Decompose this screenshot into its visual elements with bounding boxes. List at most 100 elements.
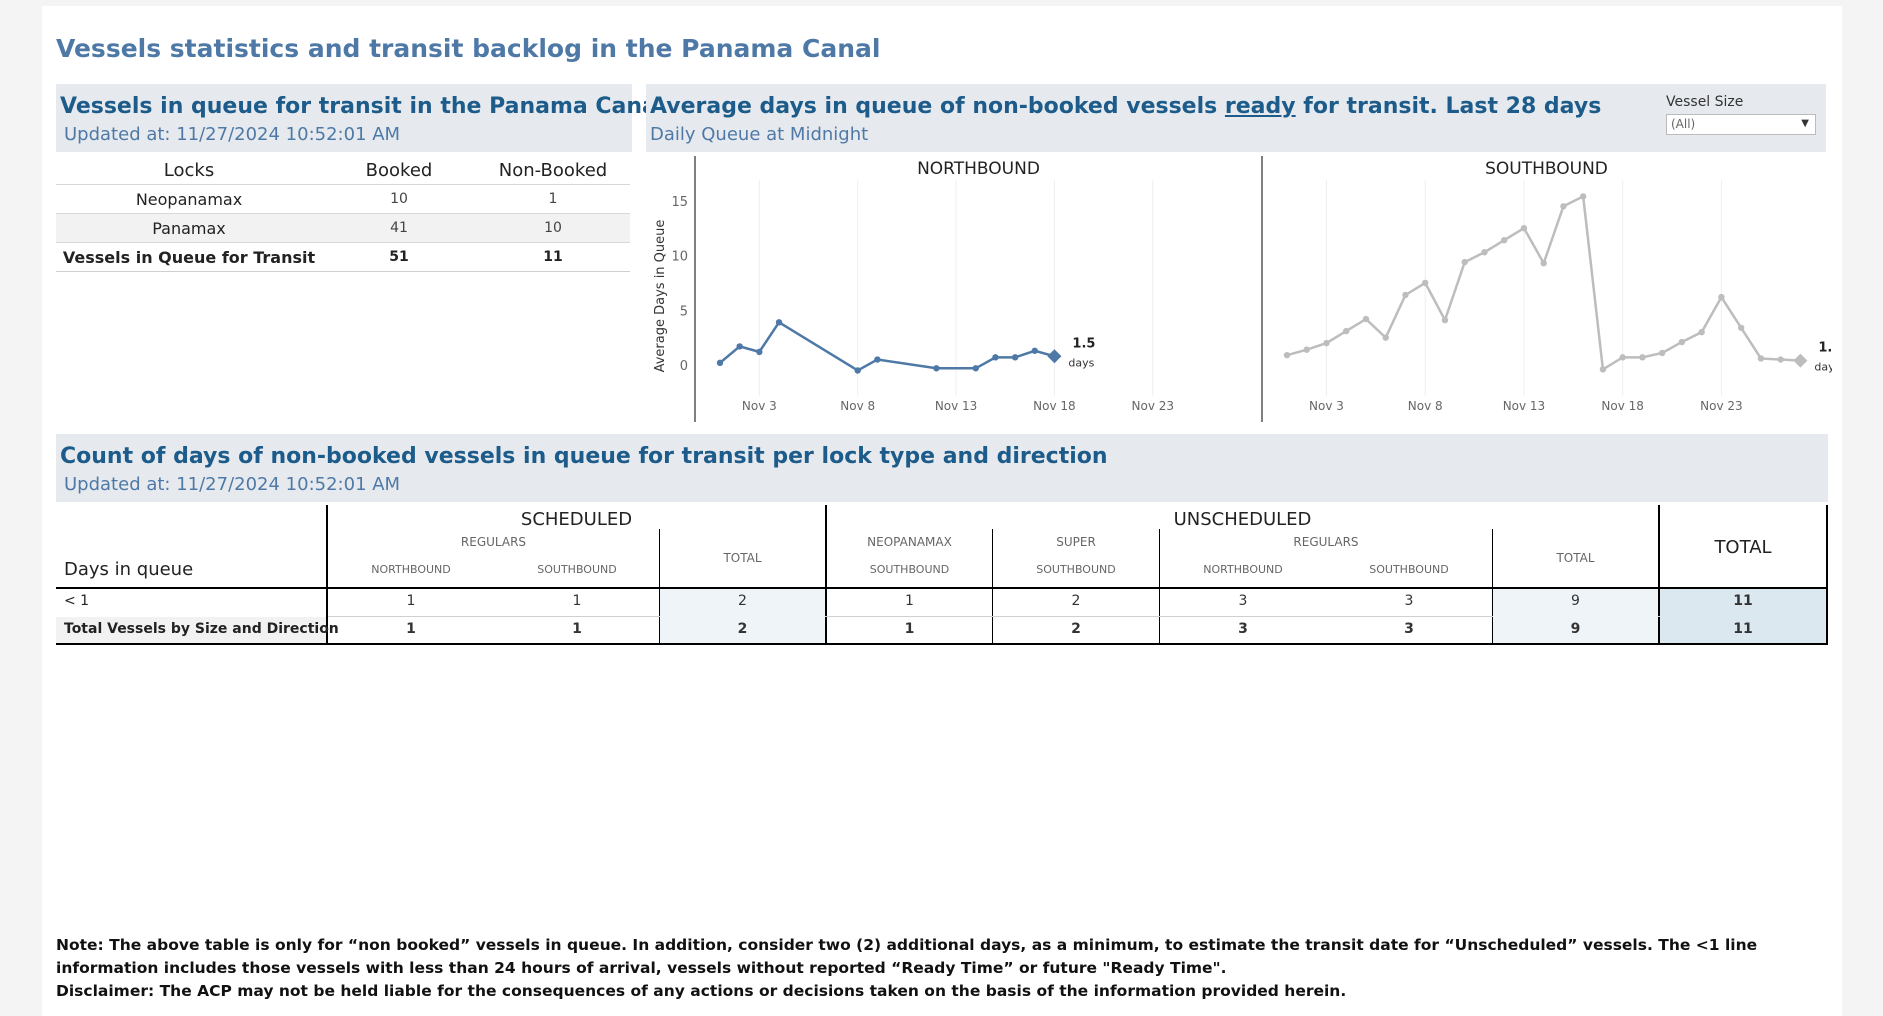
row-label: < 1 [64,593,90,609]
data-point [972,365,979,372]
value-cell: 2 [1071,621,1081,637]
note-block: Note: The above table is only for “non b… [56,934,1836,1003]
last-value-unit: days [1814,361,1832,374]
y-tick-label: 15 [671,195,688,210]
value-cell: 1 [406,621,416,637]
col-header-booked: Booked [365,159,433,181]
subgroup-super: SUPER [1056,535,1096,549]
chart-title-southbound: SOUTHBOUND [1485,159,1608,179]
booked-count: 51 [322,242,476,272]
count-table: SCHEDULED UNSCHEDULED TOTAL REGULARS TOT… [56,505,1828,645]
data-point [1678,338,1686,346]
chart-panel-subtitle: Daily Queue at Midnight [650,124,869,145]
data-point [1031,347,1038,354]
note-text: Note: The above table is only for “non b… [56,936,1758,977]
data-point [1343,327,1350,335]
non-booked-count: 11 [476,242,630,272]
data-point [1402,291,1409,299]
x-tick-label: Nov 23 [1700,399,1743,413]
group-unscheduled: UNSCHEDULED [1173,509,1312,530]
queue-panel-updated: Updated at: 11/27/2024 10:52:01 AM [64,124,401,145]
total-shade [1660,589,1826,643]
data-point [1540,260,1547,267]
subgroup-regulars: REGULARS [460,535,527,549]
chart-title-post: for transit. Last 28 days [1295,94,1602,119]
ready-link[interactable]: ready [1224,94,1296,119]
data-point [1303,346,1310,353]
vessel-size-select[interactable]: (All) ▼ [1666,114,1816,135]
count-panel-updated: Updated at: 11/27/2024 10:52:01 AM [64,474,401,495]
row-divider [328,616,1826,617]
x-tick-label: Nov 13 [935,399,978,413]
table-row: Panamax 41 10 [56,213,630,243]
value-cell: 1 [905,593,914,609]
divider [326,505,328,645]
data-point [1698,328,1705,336]
value-cell: 1 [406,593,416,609]
data-point [854,367,861,374]
subgroup-regulars-unscheduled: REGULARS [1293,535,1359,549]
data-point [736,343,743,350]
data-point [1777,356,1784,363]
value-cell: 2 [737,621,748,637]
chart-title-northbound: NORTHBOUND [917,159,1040,179]
data-point [874,356,881,363]
lock-name: Vessels in Queue for Transit [56,242,322,272]
queue-table: Locks Booked Non-Booked Neopanamax 10 1 … [56,156,630,272]
col-header-locks: Locks [163,159,215,181]
subgroup-neopanamax: NEOPANAMAX [867,535,952,549]
chevron-down-icon: ▼ [1801,118,1809,129]
direction-header: NORTHBOUND [371,563,451,576]
data-point [1501,237,1508,244]
y-tick-label: 5 [680,304,688,319]
group-scheduled: SCHEDULED [520,509,633,530]
row-header-days-in-queue: Days in queue [64,559,194,580]
value-cell-total: 11 [1733,621,1753,637]
divider [56,587,1828,589]
group-total: TOTAL [1714,537,1772,558]
last-value-unit: days [1068,356,1094,369]
data-point [1323,339,1330,347]
chart-title-pre: Average days in queue of non-booked vess… [650,94,1225,119]
last-value-label: 1.5 [1072,336,1095,351]
direction-header: SOUTHBOUND [869,563,950,576]
queue-panel-header: Vessels in queue for transit in the Pana… [56,84,664,152]
data-point [1011,354,1019,361]
data-point [1619,354,1626,361]
last-point-marker [1793,353,1808,368]
value-cell: 9 [1570,621,1581,637]
vessel-size-value: (All) [1671,117,1696,131]
x-tick-label: Nov 8 [840,399,875,413]
row-shade [56,617,326,643]
non-booked-count: 1 [476,184,630,214]
table-row: Neopanamax 10 1 [56,184,630,214]
divider [56,643,1828,645]
non-booked-count: 10 [476,213,630,243]
data-point [1481,249,1488,256]
last-point-marker [1047,349,1062,364]
page-title: Vessels statistics and transit backlog i… [56,34,881,63]
data-point [1658,349,1666,357]
value-cell: 3 [1404,621,1414,637]
data-point [1599,366,1607,373]
y-tick-label: 0 [680,359,688,374]
value-cell: 9 [1571,593,1580,609]
x-tick-label: Nov 18 [1033,399,1076,413]
lock-name: Neopanamax [56,184,322,214]
col-header-non-booked: Non-Booked [498,159,608,181]
divider [1826,505,1828,645]
data-point [756,348,763,356]
data-point [716,359,724,367]
divider [1658,505,1660,645]
data-point [1737,324,1745,331]
x-tick-label: Nov 3 [1309,399,1344,413]
row-label-total: Total Vessels by Size and Direction [64,621,339,637]
queue-line-charts: NORTHBOUND Nov 3 Nov 8 Nov 13 Nov 18 Nov 23 0 5… [653,156,1832,422]
value-cell-total: 11 [1733,593,1753,609]
disclaimer-text: Disclaimer: The ACP may not be held liab… [56,982,1347,1000]
direction-header: SOUTHBOUND [537,563,617,576]
data-point [1362,315,1370,323]
value-cell: 2 [738,593,747,609]
data-point [1382,334,1389,341]
data-point [1639,354,1646,361]
